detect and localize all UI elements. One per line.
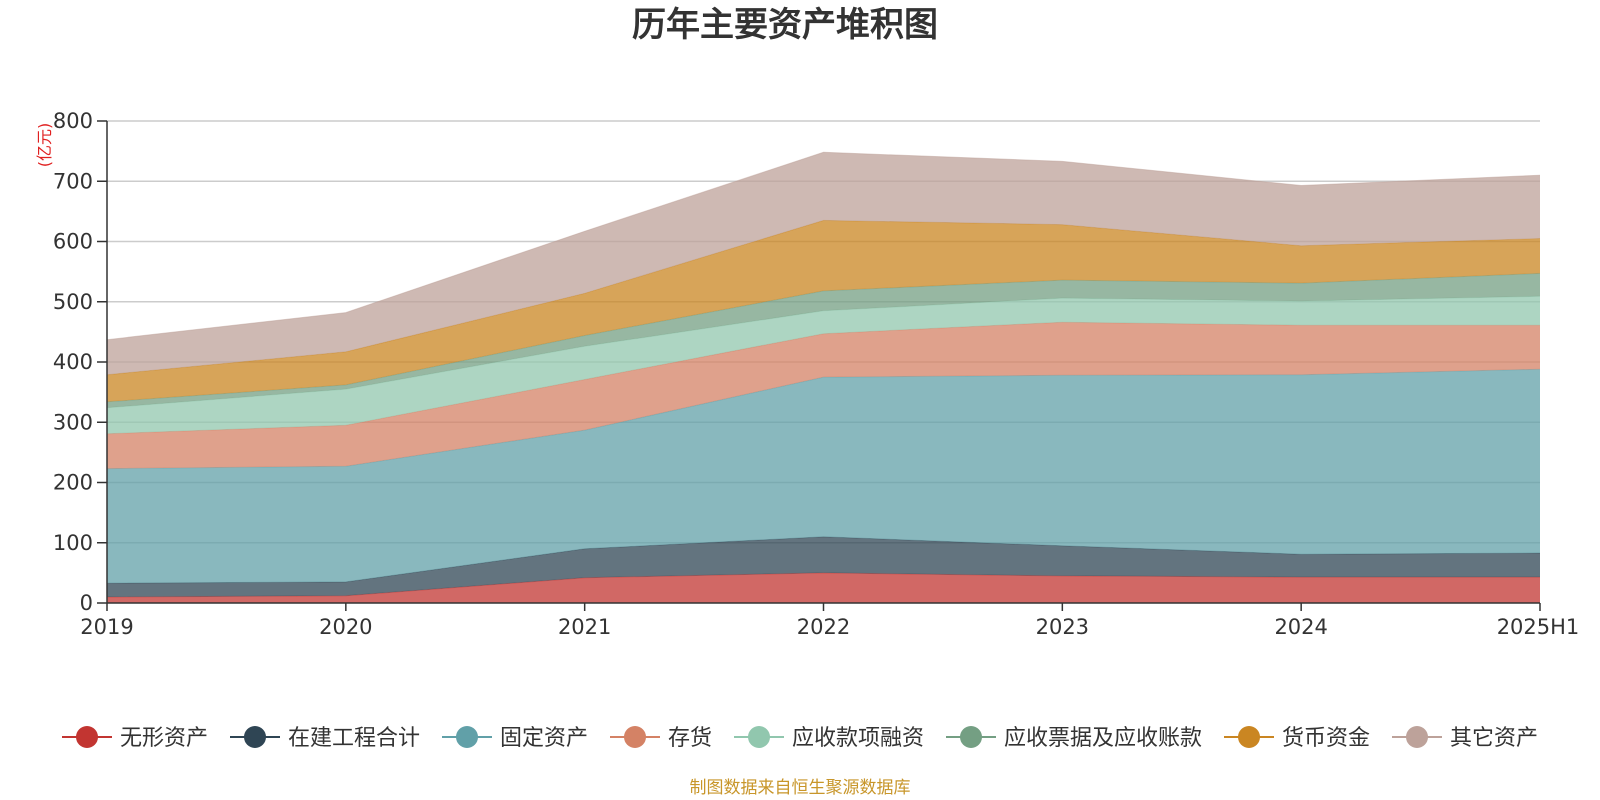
legend: 无形资产 在建工程合计 固定资产 存货 应收款项融资 应收票据及应收账款 货币资金 其它资产 [62, 726, 1538, 751]
area-series-7 [107, 152, 1540, 375]
area-series-group [106, 151, 1541, 603]
legend-symbol-dot [960, 726, 982, 748]
y-tick-label-400: 400 [53, 350, 93, 374]
area-series-2 [107, 369, 1540, 584]
y-tick-label-0: 0 [80, 591, 93, 615]
y-tick-label-500: 500 [53, 290, 93, 314]
legend-symbol-dot [748, 726, 770, 748]
legend-item-4[interactable]: 应收款项融资 [734, 726, 924, 751]
area-series-5 [107, 273, 1540, 408]
y-tick-label-300: 300 [53, 410, 93, 434]
area-series-1 [107, 536, 1540, 597]
legend-symbol-dot [76, 726, 98, 748]
y-tick-label-600: 600 [53, 230, 93, 254]
data-source-footer: 制图数据来自恒生聚源数据库 [690, 778, 911, 798]
legend-item-7[interactable]: 其它资产 [1392, 726, 1538, 751]
x-tick-label-2: 2021 [558, 615, 611, 639]
legend-item-1[interactable]: 在建工程合计 [230, 726, 420, 751]
x-axis-ticks: 2019 2020 2021 2022 2023 2024 2025H1 [80, 603, 1579, 639]
y-tick-label-800: 800 [53, 109, 93, 133]
x-tick-label-3: 2022 [797, 615, 850, 639]
legend-symbol-dot [244, 726, 266, 748]
area-series-6 [107, 220, 1540, 402]
y-tick-label-100: 100 [53, 531, 93, 555]
legend-symbol-dot [624, 726, 646, 748]
y-axis-unit-label: (亿元) [35, 123, 54, 168]
area-series-4 [107, 296, 1540, 434]
x-tick-label-5: 2024 [1274, 615, 1327, 639]
legend-label: 应收票据及应收账款 [1004, 726, 1202, 751]
legend-symbol-dot [456, 726, 478, 748]
area-edge-7 [106, 151, 1541, 341]
legend-label: 存货 [668, 726, 712, 751]
legend-label: 货币资金 [1282, 726, 1370, 751]
legend-label: 其它资产 [1450, 726, 1538, 751]
legend-label: 无形资产 [120, 726, 208, 751]
x-tick-label-6: 2025H1 [1497, 615, 1580, 639]
area-series-0 [107, 572, 1540, 603]
y-tick-label-700: 700 [53, 169, 93, 193]
y-tick-label-200: 200 [53, 471, 93, 495]
legend-item-6[interactable]: 货币资金 [1224, 726, 1370, 751]
legend-label: 固定资产 [500, 726, 588, 751]
legend-item-2[interactable]: 固定资产 [442, 726, 588, 751]
x-tick-label-4: 2023 [1036, 615, 1089, 639]
x-tick-label-0: 2019 [80, 615, 133, 639]
legend-label: 应收款项融资 [792, 726, 924, 751]
legend-item-3[interactable]: 存货 [610, 726, 712, 751]
legend-item-0[interactable]: 无形资产 [62, 726, 208, 751]
x-tick-label-1: 2020 [319, 615, 372, 639]
y-axis-ticks: 0 100 200 300 400 500 600 700 800 [53, 109, 107, 615]
chart-title: 历年主要资产堆积图 [632, 5, 938, 45]
area-series-3 [107, 322, 1540, 469]
legend-label: 在建工程合计 [288, 726, 420, 751]
legend-symbol-dot [1238, 726, 1260, 748]
legend-item-5[interactable]: 应收票据及应收账款 [946, 726, 1202, 751]
legend-symbol-dot [1406, 726, 1428, 748]
